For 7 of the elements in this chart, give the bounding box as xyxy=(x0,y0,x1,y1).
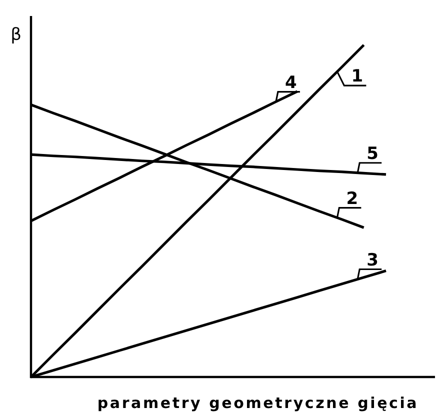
series-label: 5 xyxy=(366,144,379,164)
series-label: 3 xyxy=(366,250,379,270)
series-label: 2 xyxy=(346,188,358,209)
y-axis-title: β xyxy=(10,25,22,45)
x-axis-title: parametry geometryczne gięcia xyxy=(97,394,419,412)
series-label: 1 xyxy=(351,66,364,87)
legend-label: 4 xyxy=(285,72,298,93)
